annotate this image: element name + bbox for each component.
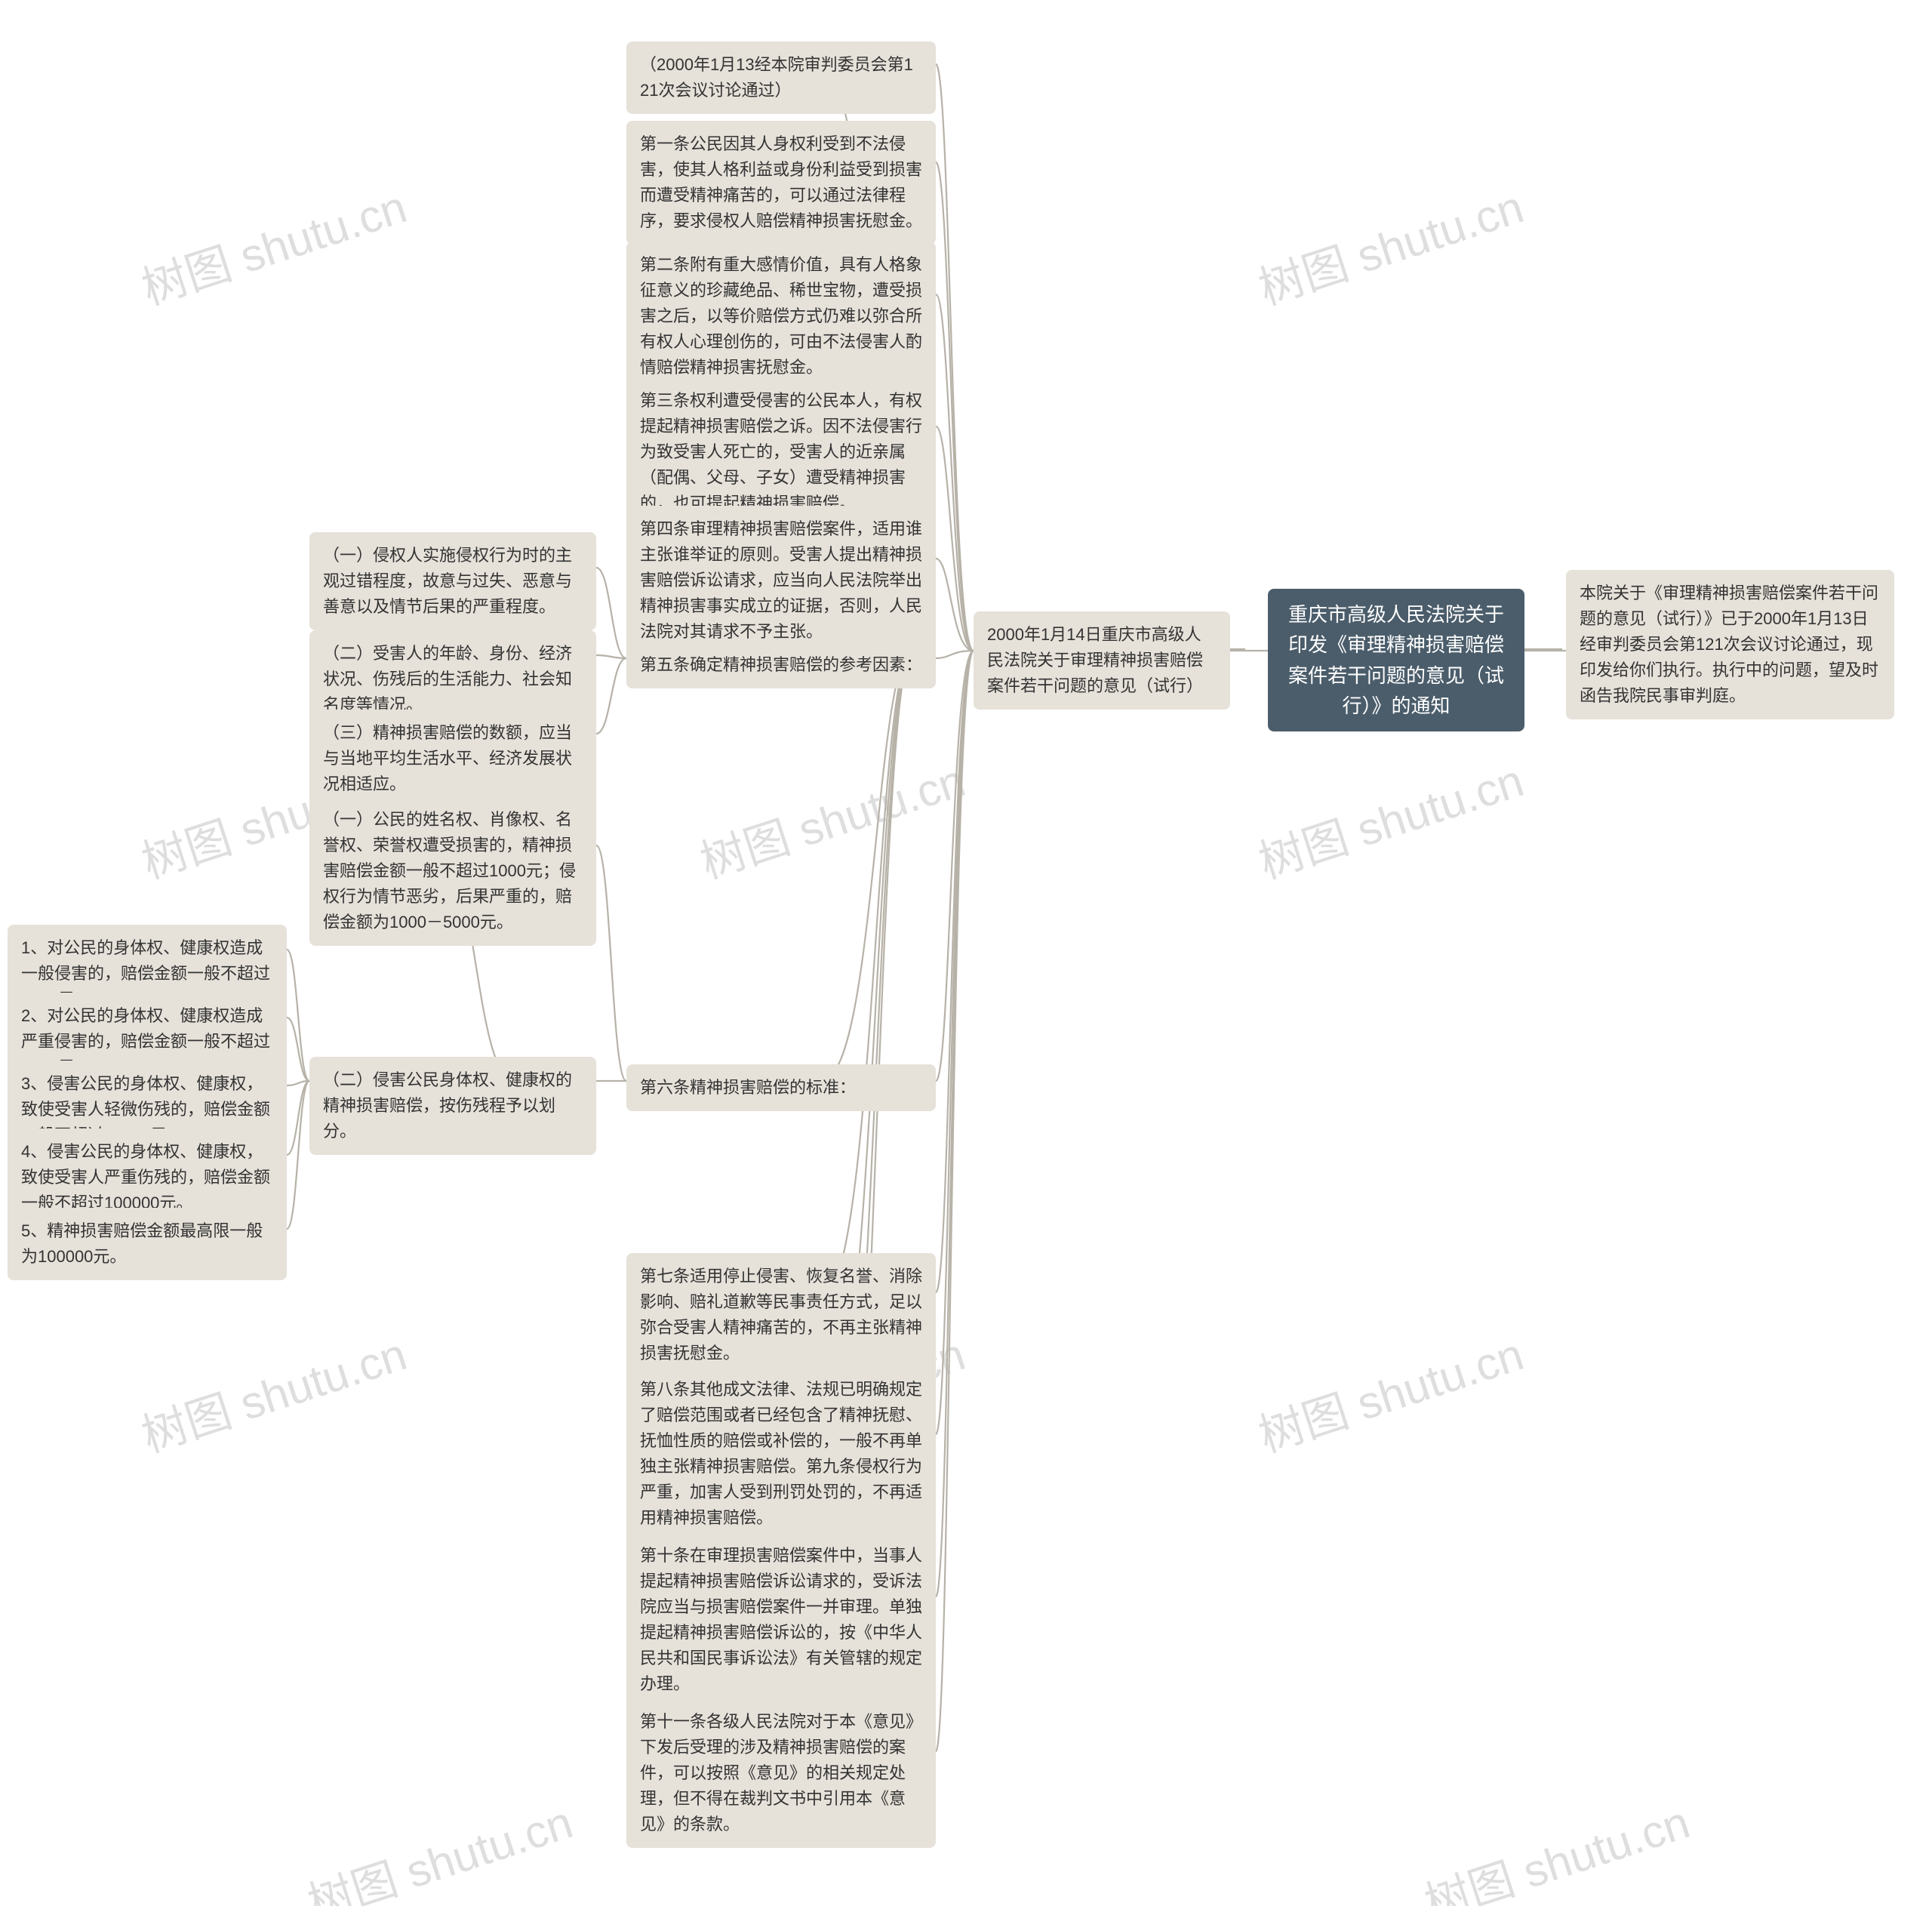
a6-standard-1: （一）公民的姓名权、肖像权、名誉权、荣誉权遭受损害的，精神损害赔偿金额一般不超过… [309,796,596,946]
article-10: 第十条在审理损害赔偿案件中，当事人提起精神损害赔偿诉讼请求的，受诉法院应当与损害… [626,1532,936,1708]
article-6: 第六条精神损害赔偿的标准： [626,1064,936,1111]
a5-factor-3: （三）精神损害赔偿的数额，应当与当地平均生活水平、经济发展状况相适应。 [309,710,596,808]
article-8-9: 第八条其他成文法律、法规已明确规定了赔偿范围或者已经包含了精神抚慰、抚恤性质的赔… [626,1366,936,1542]
article-2: 第二条附有重大感情价值，具有人格象征意义的珍藏绝品、稀世宝物，遭受损害之后，以等… [626,242,936,391]
watermark: 树图 shutu.cn [1249,171,1531,318]
watermark: 树图 shutu.cn [132,171,414,318]
connectors-3 [0,0,1932,1906]
watermark: 树图 shutu.cn [132,1318,414,1465]
article-3: 第三条权利遭受侵害的公民本人，有权提起精神损害赔偿之诉。因不法侵害行为致受害人死… [626,377,936,527]
article-5: 第五条确定精神损害赔偿的参考因素： [626,642,936,688]
notice-text: 本院关于《审理精神损害赔偿案件若干问题的意见（试行）》已于2000年1月13日经… [1566,570,1894,719]
article-0: （2000年1月13经本院审判委员会第121次会议讨论通过） [626,42,936,114]
watermark: 树图 shutu.cn [691,744,972,891]
article-1: 第一条公民因其人身权利受到不法侵害，使其人格利益或身份利益受到损害而遭受精神痛苦… [626,121,936,245]
watermark: 树图 shutu.cn [1249,744,1531,891]
opinions-title: 2000年1月14日重庆市高级人民法院关于审理精神损害赔偿案件若干问题的意见（试… [974,611,1230,710]
watermark: 树图 shutu.cn [1415,1786,1697,1906]
article-7: 第七条适用停止侵害、恢复名誉、消除影响、赔礼道歉等民事责任方式，足以弥合受害人精… [626,1253,936,1377]
watermark: 树图 shutu.cn [1249,1318,1531,1465]
root-node: 重庆市高级人民法院关于印发《审理精神损害赔偿案件若干问题的意见（试行）》的通知 [1268,589,1524,731]
connectors [0,0,1932,1906]
a6-2-item-5: 5、精神损害赔偿金额最高限一般为100000元。 [8,1208,287,1280]
article-4: 第四条审理精神损害赔偿案件，适用谁主张谁举证的原则。受害人提出精神损害赔偿诉讼请… [626,506,936,655]
watermark: 树图 shutu.cn [298,1786,580,1906]
article-11: 第十一条各级人民法院对于本《意见》下发后受理的涉及精神损害赔偿的案件，可以按照《… [626,1698,936,1848]
a5-factor-1: （一）侵权人实施侵权行为时的主观过错程度，故意与过失、恶意与善意以及情节后果的严… [309,532,596,630]
connectors-2: path{stroke:#ffffff;stroke-width:6;} [0,0,1932,1906]
a6-standard-2: （二）侵害公民身体权、健康权的精神损害赔偿，按伤残程予以划分。 [309,1057,596,1155]
